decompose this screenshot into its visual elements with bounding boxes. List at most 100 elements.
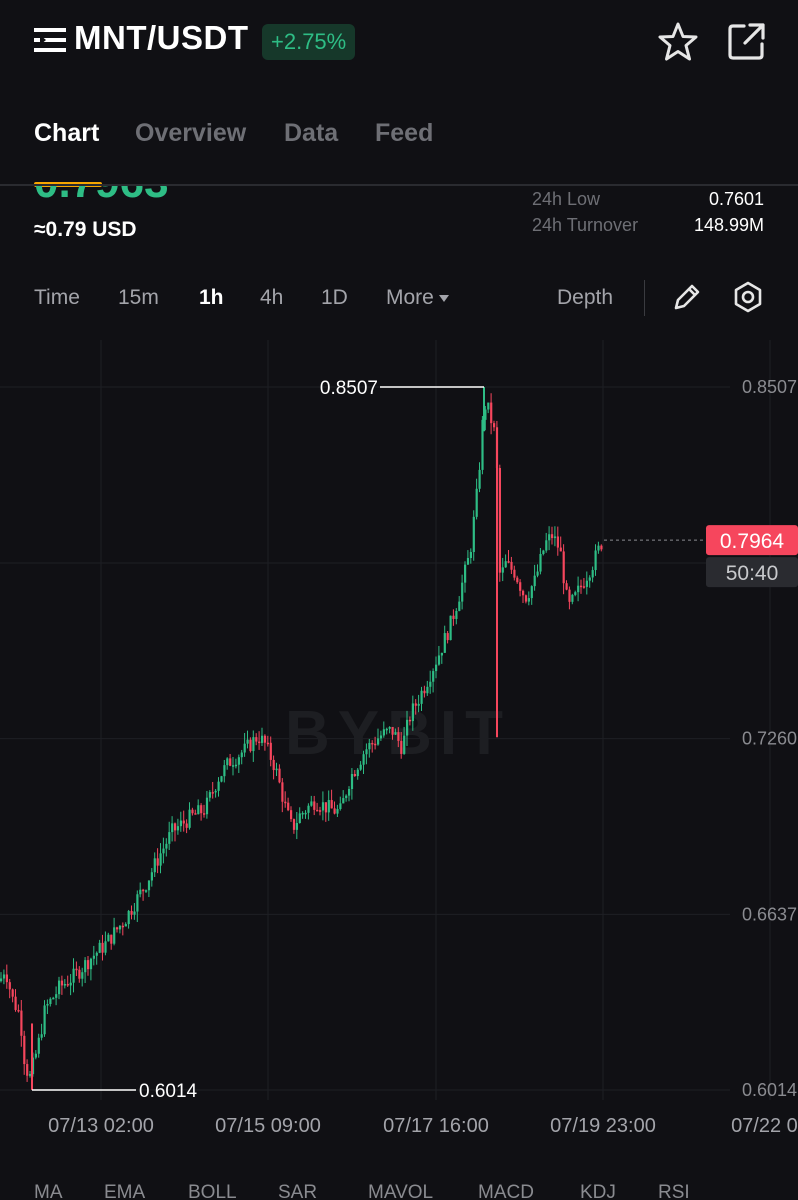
y-tick-label: 0.6014 [742, 1080, 797, 1100]
candle-body [406, 719, 409, 736]
indicator-ma[interactable]: MA [34, 1182, 63, 1200]
candle-body [174, 823, 177, 831]
candle-body [551, 534, 554, 539]
interval-15m[interactable]: 15m [118, 286, 159, 309]
y-tick-label: 0.6637 [742, 904, 797, 924]
candle-body [420, 690, 423, 704]
candle-body [217, 781, 220, 791]
interval-1h[interactable]: 1h [199, 286, 224, 309]
top-bar: MNT/USDT +2.75% [0, 0, 798, 90]
candle-body [58, 980, 61, 995]
tab-overview[interactable]: Overview [135, 119, 247, 147]
menu-icon[interactable] [34, 26, 66, 54]
countdown-label: 50:40 [726, 562, 779, 585]
candle-body [530, 586, 533, 599]
tab-data[interactable]: Data [284, 119, 339, 147]
candle-body [414, 703, 417, 706]
candle-body [365, 749, 368, 755]
candle-body [246, 739, 249, 744]
stat-value-turnover: 148.99M [693, 215, 764, 235]
candle-body [0, 978, 3, 982]
indicator-ema[interactable]: EMA [104, 1182, 146, 1200]
candle-body [324, 802, 327, 813]
candle-body [147, 880, 151, 891]
candle-body [571, 594, 574, 602]
candle-body [118, 925, 122, 930]
candle-body [159, 853, 162, 866]
candle-body [232, 765, 235, 767]
candle-body [382, 729, 385, 736]
candle-body [484, 409, 487, 420]
candle-body [371, 742, 374, 745]
star-icon[interactable] [656, 20, 700, 64]
x-tick-label: 07/19 23:00 [550, 1115, 656, 1137]
candle-body [356, 769, 359, 777]
share-icon[interactable] [726, 20, 768, 62]
candle-body [490, 402, 493, 424]
pencil-icon[interactable] [670, 280, 704, 314]
candle-body [98, 942, 101, 953]
candle-body [408, 719, 412, 722]
candle-body [5, 974, 8, 983]
candle-body [316, 809, 319, 812]
candle-body [197, 805, 200, 815]
indicator-boll[interactable]: BOLL [188, 1182, 237, 1200]
candle-body [60, 980, 64, 986]
x-tick-label: 07/17 16:00 [383, 1115, 489, 1137]
candle-body [226, 758, 229, 766]
indicator-rsi[interactable]: RSI [658, 1182, 690, 1200]
indicator-bar: MA EMA BOLL SAR MAVOL MACD KDJ RSI [0, 1168, 798, 1200]
candle-body [46, 1003, 49, 1006]
candle-body [2, 974, 6, 979]
interval-4h[interactable]: 4h [260, 286, 284, 309]
candle-body [469, 552, 472, 559]
price-chart[interactable]: BYBIT 0.8507 0.6014 0.7964 50:40 0.8507 0.72… [0, 340, 798, 1160]
candle-body [11, 989, 14, 997]
candle-body [449, 615, 452, 641]
candle-body [588, 577, 591, 581]
tab-divider [0, 184, 798, 186]
candle-body [162, 848, 165, 854]
tab-chart[interactable]: Chart [34, 119, 100, 147]
candle-body [20, 1010, 23, 1036]
indicator-macd[interactable]: MACD [478, 1182, 534, 1200]
candle-body [585, 580, 588, 587]
candle-body [319, 810, 322, 812]
candle-body [66, 984, 69, 986]
interval-1d[interactable]: 1D [321, 286, 348, 309]
candle-body [507, 561, 510, 563]
candle-body [556, 536, 559, 548]
candle-body [388, 726, 391, 729]
candle-body [536, 571, 539, 576]
interval-divider [644, 280, 645, 316]
candle-body [516, 577, 519, 583]
tab-feed[interactable]: Feed [375, 119, 434, 147]
candle-body [403, 735, 406, 754]
candle-body [478, 469, 481, 489]
candle-body [591, 570, 594, 578]
candle-body [423, 690, 426, 694]
candle-body [78, 969, 81, 979]
candle-body [261, 735, 264, 743]
candle-body [269, 742, 272, 760]
candle-body [339, 803, 342, 810]
interval-more-label: More [386, 286, 434, 309]
stat-label-low: 24h Low [532, 189, 601, 209]
candle-body [249, 739, 252, 752]
interval-time[interactable]: Time [34, 286, 80, 309]
indicator-sar[interactable]: SAR [278, 1182, 318, 1200]
gear-icon[interactable] [731, 280, 765, 314]
candle-body [127, 910, 130, 925]
candle-body [188, 809, 191, 828]
candle-body [14, 996, 17, 1010]
candle-body [203, 813, 206, 815]
pair-title[interactable]: MNT/USDT [74, 19, 249, 56]
indicator-kdj[interactable]: KDJ [580, 1182, 616, 1200]
candle-body [40, 1034, 43, 1038]
candle-body [321, 802, 325, 811]
depth-button[interactable]: Depth [557, 286, 614, 309]
interval-more[interactable]: More [386, 286, 449, 310]
candle-body [580, 585, 583, 588]
indicator-mavol[interactable]: MAVOL [368, 1182, 434, 1200]
candle-body [298, 813, 301, 824]
